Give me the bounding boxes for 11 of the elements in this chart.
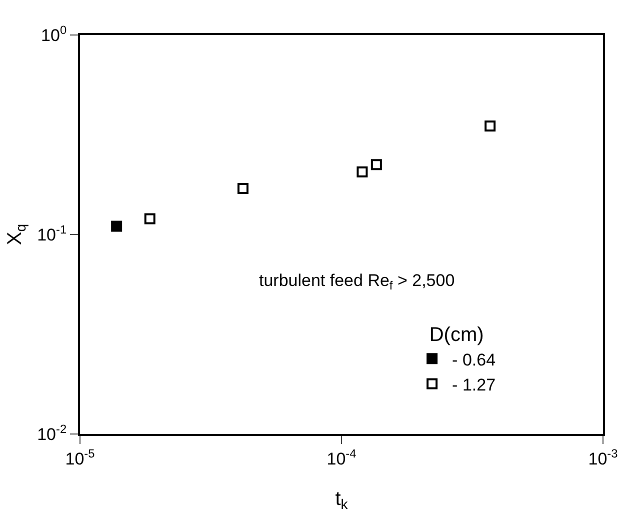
x-tick-label: 10$^{-3}$ (588, 446, 618, 468)
x-tick-label: 10$^{-5}$ (65, 446, 96, 468)
legend-title: D(cm) (429, 324, 484, 346)
y-tick-label: 10$^{-2}$ (37, 422, 67, 444)
y-tick-label: 10$^{0}$ (41, 22, 67, 45)
x-axis-title: t$_{k}$ (335, 488, 349, 512)
x-tick-label: 10$^{-4}$ (326, 446, 357, 468)
annotation: turbulent feed Re$_{f}$ > 2,500 (259, 271, 455, 293)
legend-label: - 1.27 (452, 375, 496, 394)
legend-label: - 0.64 (452, 350, 496, 370)
y-tick-label: 10$^{-1}$ (37, 222, 67, 244)
